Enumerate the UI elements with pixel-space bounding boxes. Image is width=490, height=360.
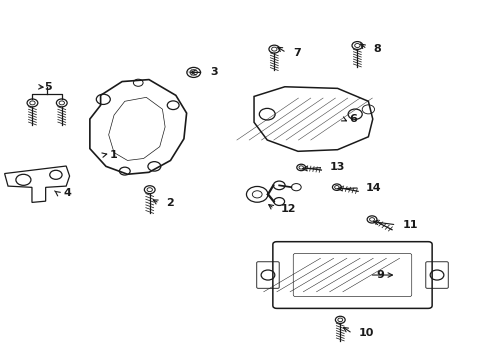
Text: 6: 6	[349, 114, 357, 124]
Text: 11: 11	[403, 220, 418, 230]
Text: 3: 3	[210, 67, 218, 77]
Text: 1: 1	[110, 150, 118, 160]
Text: 5: 5	[44, 82, 51, 92]
Text: 14: 14	[366, 183, 382, 193]
Text: 9: 9	[376, 270, 384, 280]
Text: 2: 2	[166, 198, 173, 208]
Text: 7: 7	[293, 48, 301, 58]
Text: 12: 12	[281, 204, 296, 214]
Text: 13: 13	[330, 162, 345, 172]
Text: 10: 10	[359, 328, 374, 338]
Text: 8: 8	[373, 44, 381, 54]
Text: 4: 4	[63, 188, 71, 198]
